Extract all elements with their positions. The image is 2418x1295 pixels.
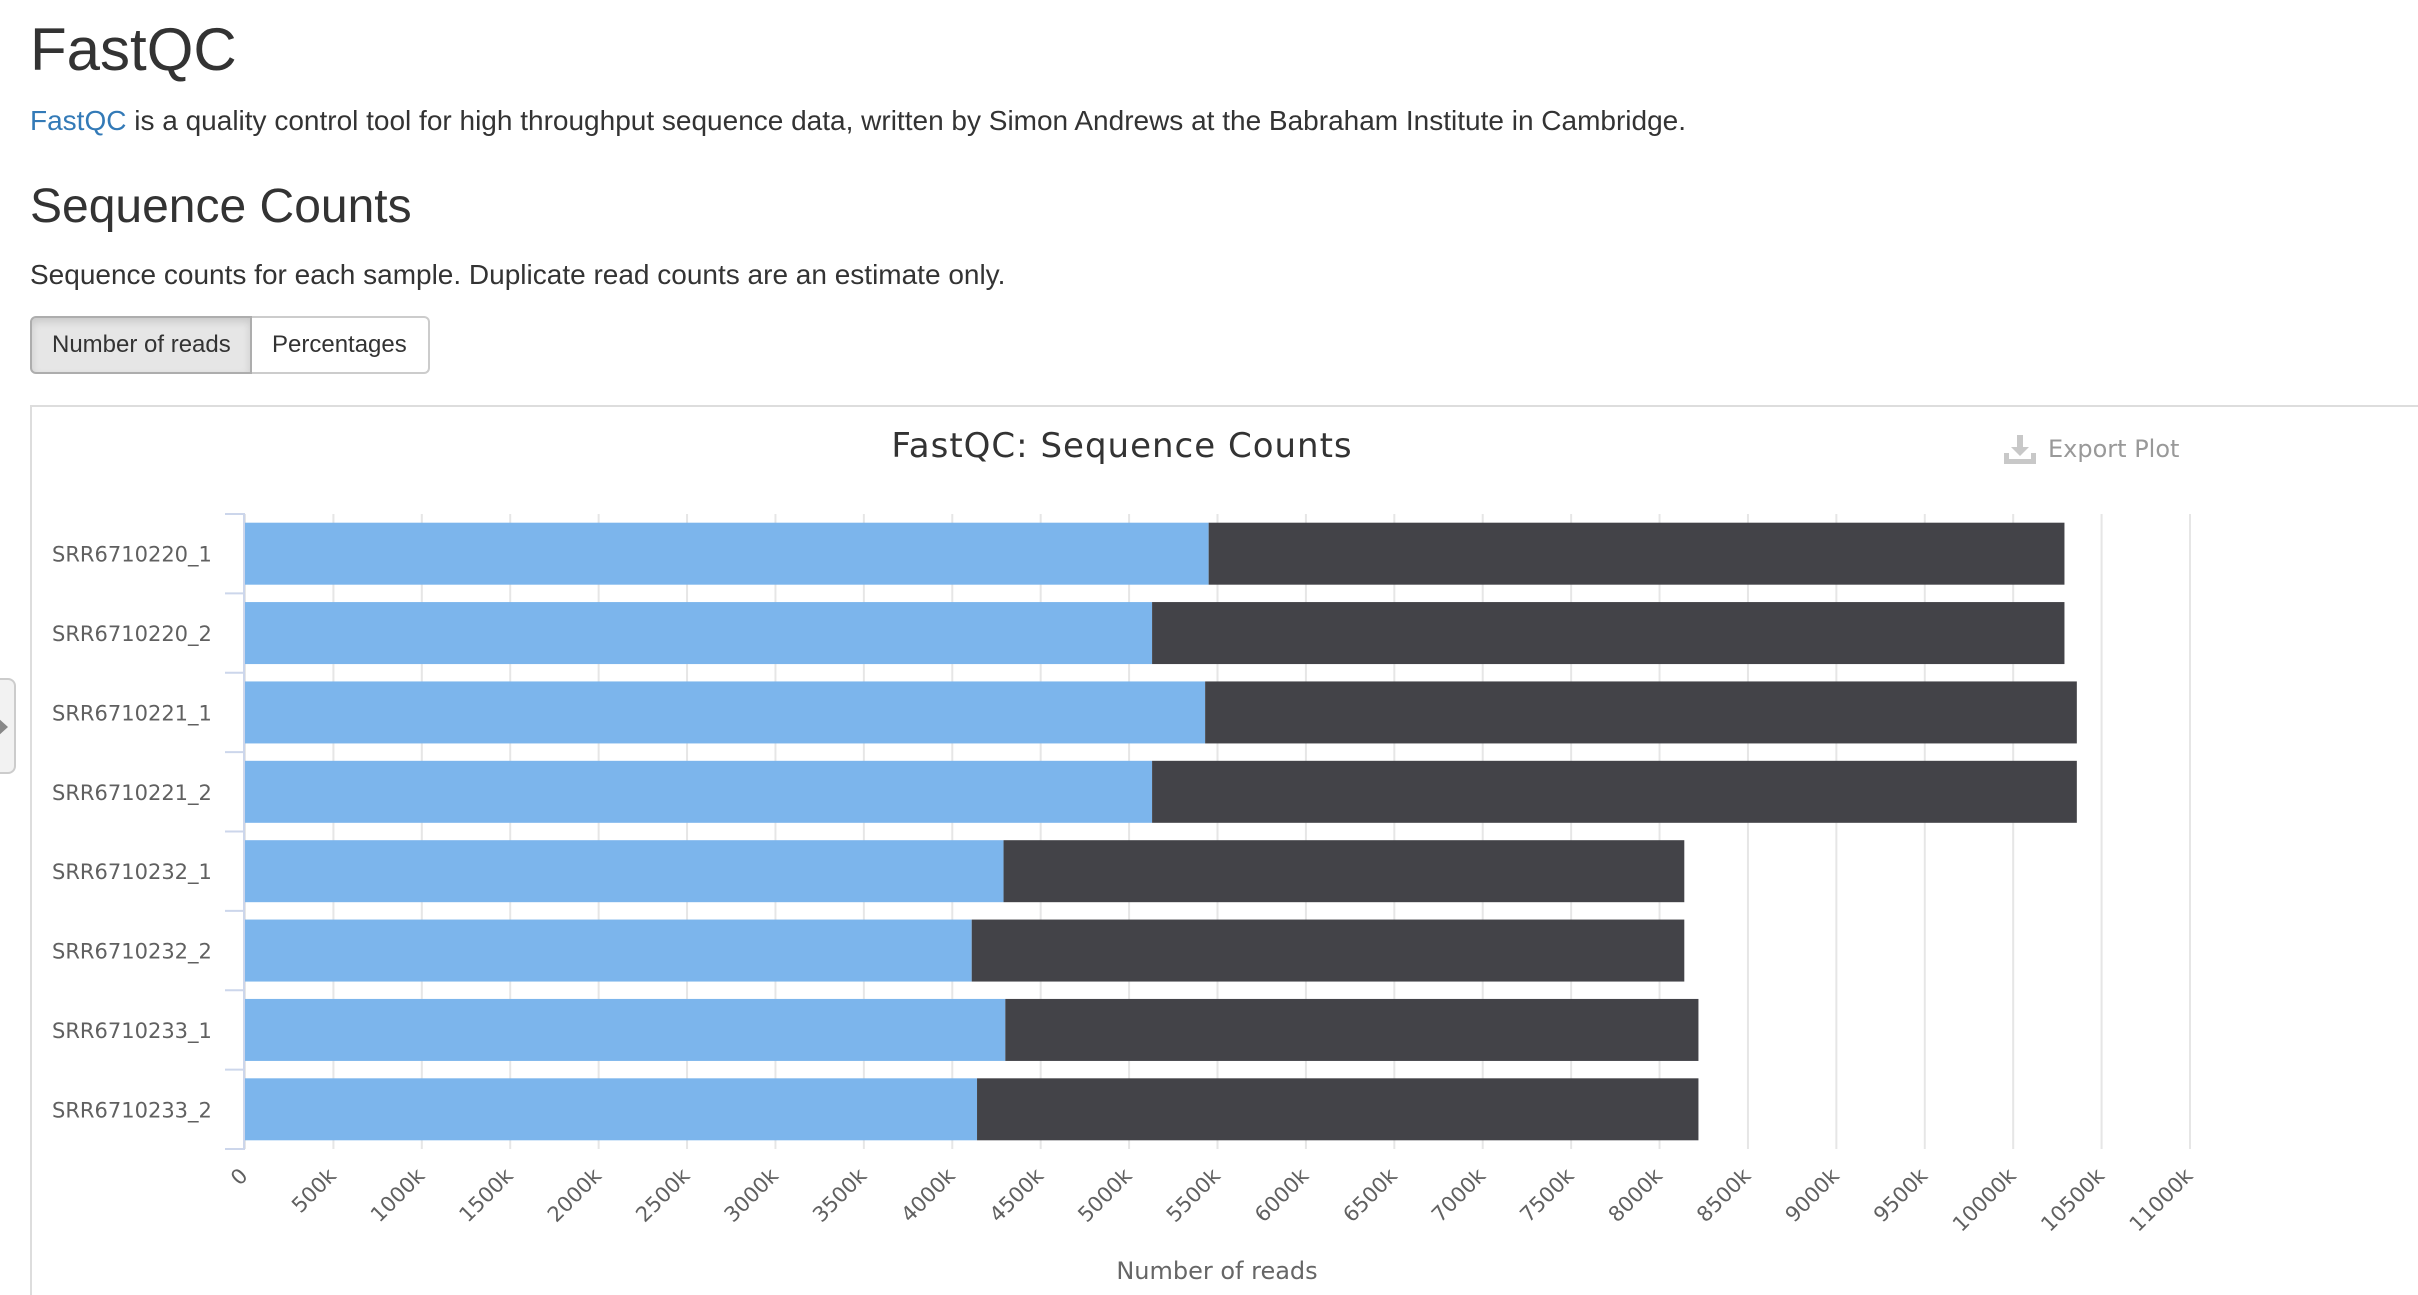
x-tick-label: 6000k — [1250, 1163, 1314, 1227]
x-tick-label: 7000k — [1427, 1163, 1491, 1227]
bar-segment[interactable] — [245, 998, 1006, 1061]
x-tick-label: 4500k — [985, 1163, 1049, 1227]
export-plot-label: Export Plot — [2048, 435, 2180, 463]
x-tick-label: 3500k — [808, 1163, 872, 1227]
section-description: Sequence counts for each sample. Duplica… — [30, 259, 1006, 290]
y-category-label: SRR6710221_2 — [52, 781, 212, 806]
bar-segment[interactable] — [1152, 760, 2077, 823]
bar-segment[interactable] — [245, 602, 1153, 665]
x-tick-label: 8000k — [1604, 1163, 1668, 1227]
x-tick-label: 7500k — [1515, 1163, 1579, 1227]
sidebar-toggle[interactable] — [0, 678, 16, 774]
bars — [245, 522, 2077, 1141]
section-title: Sequence Counts — [30, 180, 412, 233]
x-tick-label: 5000k — [1073, 1163, 1137, 1227]
x-tick-label: 1500k — [454, 1163, 518, 1227]
y-category-label: SRR6710221_1 — [52, 701, 212, 726]
intro-text: FastQC is a quality control tool for hig… — [30, 103, 1686, 139]
percentages-button[interactable]: Percentages — [252, 316, 430, 374]
view-toggle-group: Number of reads Percentages — [30, 316, 430, 374]
x-tick-label: 3000k — [720, 1163, 784, 1227]
y-category-label: SRR6710232_2 — [52, 940, 212, 965]
sequence-counts-chart: 0 500k 1000k 1500k 2000k 2500k 3000k 3500k 4000k… — [52, 426, 2198, 1285]
x-tick-label: 5500k — [1162, 1163, 1226, 1227]
y-category-label: SRR6710232_1 — [52, 860, 212, 885]
page-title: FastQC — [30, 16, 237, 83]
y-category-label: SRR6710220_2 — [52, 622, 212, 647]
number-of-reads-button[interactable]: Number of reads — [30, 316, 252, 374]
bar-segment[interactable] — [977, 1078, 1699, 1141]
bar-segment[interactable] — [245, 1078, 978, 1141]
x-axis-title: Number of reads — [1116, 1257, 1317, 1285]
bar-segment[interactable] — [245, 840, 1004, 903]
x-tick-label: 4000k — [896, 1163, 960, 1227]
chart-title: FastQC: Sequence Counts — [891, 426, 1352, 466]
intro-description: is a quality control tool for high throu… — [126, 105, 1687, 136]
bar-segment[interactable] — [1205, 681, 2077, 744]
x-tick-label: 500k — [287, 1163, 342, 1218]
y-category-label: SRR6710233_2 — [52, 1098, 212, 1123]
bar-segment[interactable] — [1208, 522, 2065, 585]
bar-segment[interactable] — [245, 522, 1209, 585]
bar-segment[interactable] — [1003, 840, 1685, 903]
bar-segment[interactable] — [245, 681, 1206, 744]
x-tick-label: 0 — [226, 1164, 252, 1190]
x-tick-label: 10000k — [1948, 1163, 2021, 1236]
x-tick-label: 9500k — [1869, 1163, 1933, 1227]
y-category-label: SRR6710220_1 — [52, 543, 212, 568]
chart-container: 0 500k 1000k 1500k 2000k 2500k 3000k 3500k 4000k… — [30, 405, 2418, 1295]
bar-segment[interactable] — [1152, 602, 2065, 665]
x-tick-label: 11000k — [2125, 1163, 2198, 1236]
x-tick-label: 8500k — [1692, 1163, 1756, 1227]
chevron-right-icon — [0, 718, 8, 736]
bar-segment[interactable] — [1005, 998, 1699, 1061]
x-tick-label: 2500k — [631, 1163, 695, 1227]
fastqc-link[interactable]: FastQC — [30, 105, 127, 136]
bar-segment[interactable] — [245, 760, 1153, 823]
x-tick-label: 6500k — [1338, 1163, 1402, 1227]
bar-segment[interactable] — [971, 919, 1685, 982]
x-tick-label: 2000k — [543, 1163, 607, 1227]
y-category-label: SRR6710233_1 — [52, 1019, 212, 1044]
x-tick-label: 10500k — [2036, 1163, 2109, 1236]
x-tick-label: 1000k — [366, 1163, 430, 1227]
export-plot-button[interactable]: Export Plot — [2002, 429, 2179, 469]
download-icon — [2004, 435, 2036, 464]
bar-segment[interactable] — [245, 919, 972, 982]
x-tick-label: 9000k — [1781, 1163, 1845, 1227]
